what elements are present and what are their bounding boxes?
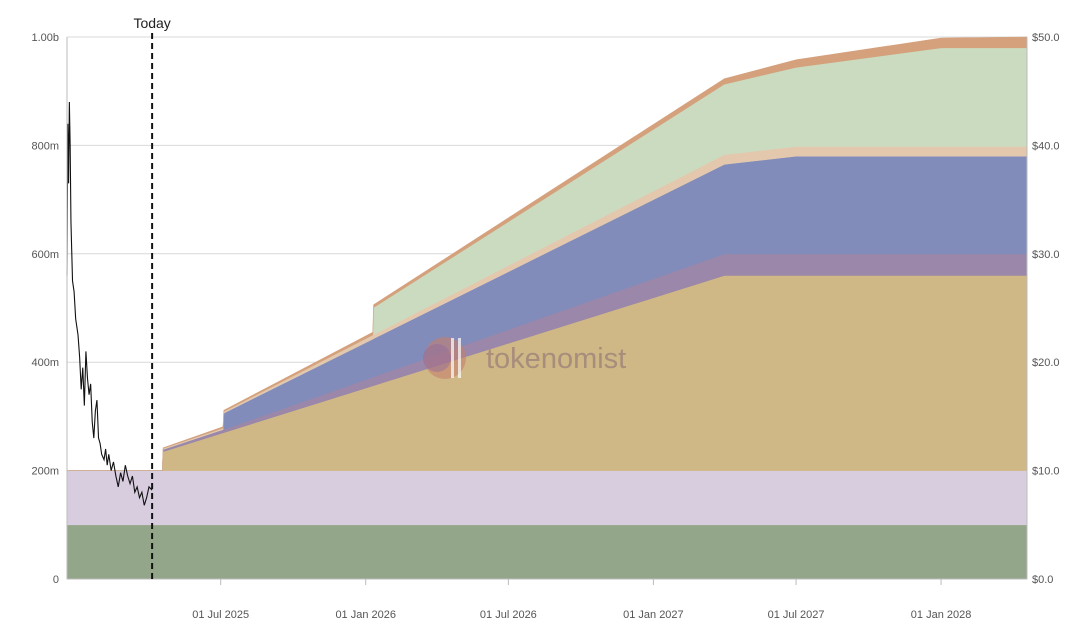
y-right-tick-label-3: $30.0 <box>1032 249 1060 261</box>
y-left-tick-label-4: 800m <box>31 140 59 152</box>
y-right-tick-label-5: $50.0 <box>1032 32 1060 44</box>
y-left-tick-label-5: 1.00b <box>31 32 59 44</box>
y-left-tick-label-3: 600m <box>31 249 59 261</box>
y-left-tick-label-0: 0 <box>53 574 59 586</box>
x-tick-label-3: 01 Jan 2027 <box>623 609 684 621</box>
y-right-tick-label-0: $0.0 <box>1032 574 1053 586</box>
tokenomist-watermark: tokenomist <box>423 337 626 379</box>
x-tick-label-4: 01 Jul 2027 <box>768 609 825 621</box>
y-right-tick-label-4: $40.0 <box>1032 140 1060 152</box>
y-left-tick-label-2: 400m <box>31 357 59 369</box>
tokenomist-logo-icon <box>423 337 466 379</box>
area-series-0 <box>66 524 1028 580</box>
y-right-tick-label-2: $20.0 <box>1032 357 1060 369</box>
price-line-layer <box>66 102 153 506</box>
area-series-1 <box>66 470 1028 526</box>
tokenomist-wordmark: tokenomist <box>486 343 626 375</box>
axes: 0 200m 400m 600m 800m 1.00b $0.0 $10.0 $20.0 $30.… <box>31 32 1059 621</box>
y-right-tick-label-1: $10.0 <box>1032 466 1060 478</box>
x-tick-label-1: 01 Jan 2026 <box>335 609 396 621</box>
x-tick-label-2: 01 Jul 2026 <box>480 609 537 621</box>
area-series <box>66 36 1028 580</box>
today-marker: Today <box>133 15 171 579</box>
x-tick-label-0: 01 Jul 2025 <box>192 609 249 621</box>
y-left-tick-label-1: 200m <box>31 466 59 478</box>
price-line <box>66 102 153 506</box>
today-label: Today <box>133 15 170 31</box>
x-tick-label-5: 01 Jan 2028 <box>911 609 972 621</box>
